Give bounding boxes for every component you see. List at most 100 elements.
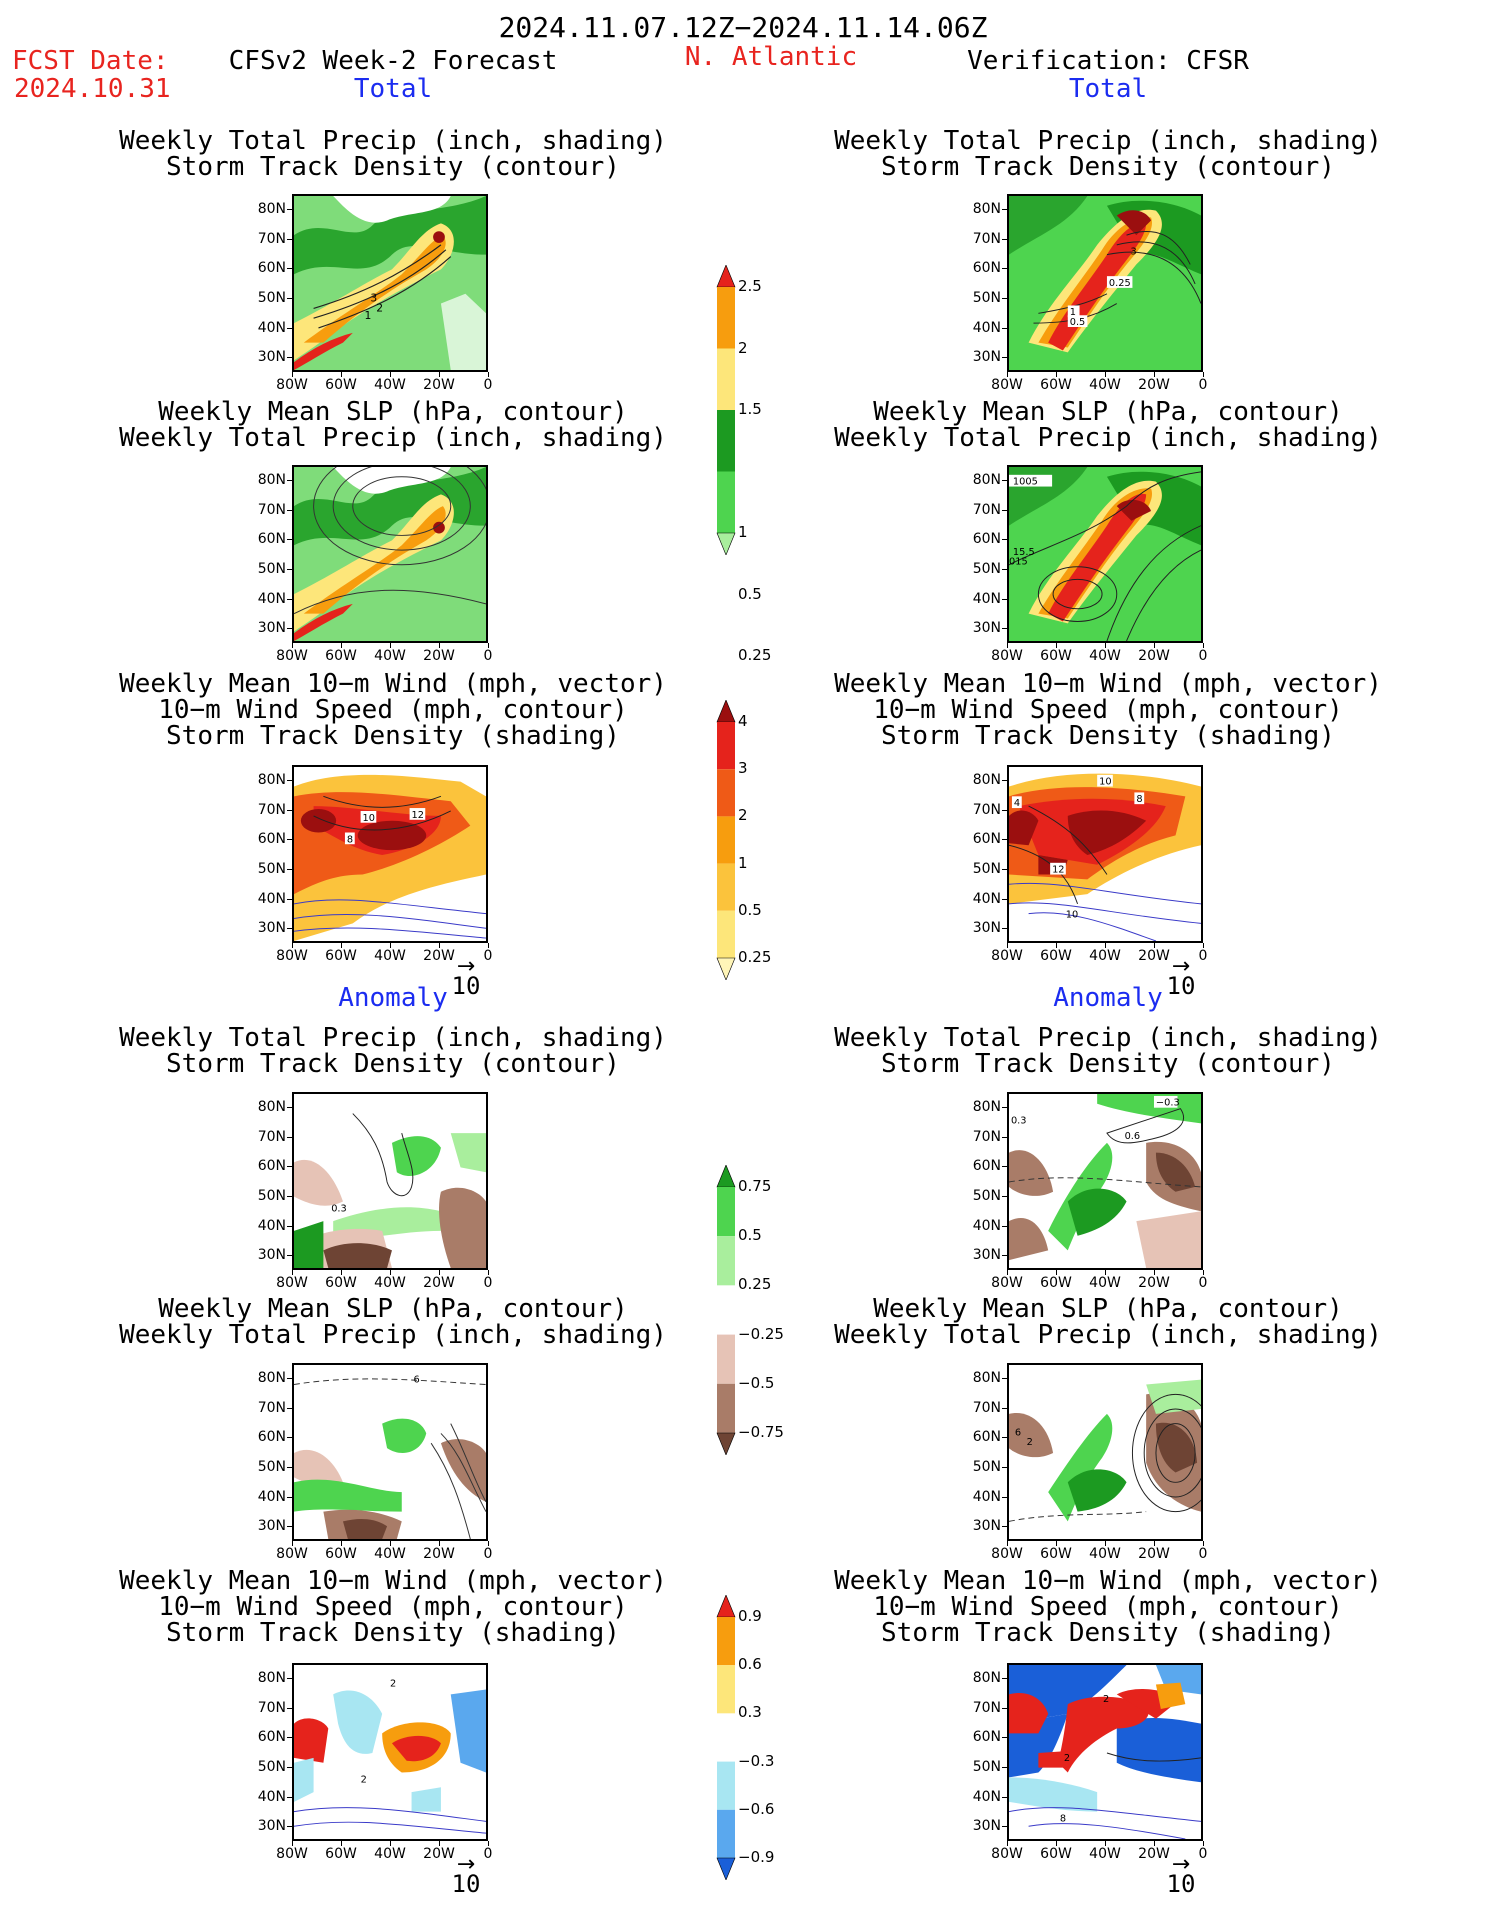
map-forecast-anom-slp-precip: 6 bbox=[292, 1363, 488, 1541]
lon-tick bbox=[1056, 1270, 1057, 1275]
colorbar-label: −0.3 bbox=[738, 1751, 775, 1770]
lat-tick-label: 60N bbox=[257, 1429, 286, 1446]
contour-label: 1 bbox=[1070, 307, 1076, 318]
lon-tick bbox=[439, 1270, 440, 1275]
lat-tick-label: 50N bbox=[972, 1458, 1001, 1475]
colorbar-segment bbox=[717, 1187, 735, 1237]
fcst-label: FCST Date: bbox=[12, 46, 169, 76]
colorbar-end bbox=[716, 700, 736, 723]
panel-title: Weekly Total Precip (inch, shading) Storm… bbox=[834, 126, 1382, 182]
fcst-date: 2024.10.31 bbox=[14, 74, 171, 104]
lat-tick bbox=[287, 598, 292, 600]
lat-tick bbox=[287, 898, 292, 900]
lon-tick-label: 80W bbox=[276, 377, 308, 393]
lon-tick bbox=[1154, 943, 1155, 948]
contour-label: 10 bbox=[1099, 777, 1111, 788]
lon-tick bbox=[390, 1541, 391, 1546]
lat-tick-label: 70N bbox=[972, 1399, 1001, 1416]
lat-tick-label: 60N bbox=[257, 260, 286, 277]
lon-tick bbox=[1154, 643, 1155, 648]
panel-title: Weekly Mean 10−m Wind (mph, vector) 10−m … bbox=[834, 1566, 1382, 1648]
lon-tick bbox=[439, 372, 440, 377]
lat-tick-label: 50N bbox=[257, 1758, 286, 1775]
contour-label: 0.3 bbox=[331, 1203, 347, 1214]
left-title: CFSv2 Week-2 Forecast bbox=[228, 46, 558, 76]
lon-tick-label: 0 bbox=[1198, 648, 1208, 664]
colorbar-segment bbox=[717, 1334, 735, 1384]
lon-tick bbox=[1203, 643, 1204, 648]
lat-tick-label: 30N bbox=[972, 349, 1001, 366]
panel-title: Weekly Mean 10−m Wind (mph, vector) 10−m … bbox=[119, 669, 667, 751]
colorbar-end bbox=[716, 1857, 736, 1880]
vector-reference: → 10 bbox=[1165, 1854, 1197, 1897]
right-anomaly-label: Anomaly bbox=[1053, 983, 1163, 1013]
lat-tick bbox=[1002, 539, 1007, 541]
colorbar-label: −0.5 bbox=[738, 1373, 775, 1392]
contour-label: 6 bbox=[1015, 1427, 1021, 1438]
colorbar-label: 1.5 bbox=[738, 400, 762, 418]
lat-tick-label: 40N bbox=[257, 890, 286, 907]
colorbar-segment bbox=[717, 910, 735, 958]
lon-tick-label: 20W bbox=[1138, 1846, 1170, 1862]
lat-tick-label: 50N bbox=[972, 289, 1001, 306]
lon-tick-label: 20W bbox=[423, 948, 455, 964]
vector-reference-value: 10 bbox=[1166, 972, 1196, 1000]
contour-label: 8 bbox=[347, 834, 353, 845]
map-forecast-slp-precip bbox=[292, 465, 488, 643]
lon-tick bbox=[292, 643, 293, 648]
lat-tick-label: 70N bbox=[257, 801, 286, 818]
lat-tick bbox=[1002, 1526, 1007, 1528]
contour-label: 015 bbox=[1009, 557, 1028, 568]
lat-tick bbox=[287, 868, 292, 870]
lat-tick-label: 80N bbox=[972, 771, 1001, 788]
contour-label: 15.5 bbox=[1013, 547, 1035, 558]
lat-tick bbox=[287, 268, 292, 270]
colorbar-label: 0.3 bbox=[738, 1703, 762, 1722]
panel-title: Weekly Mean SLP (hPa, contour) Weekly Tot… bbox=[834, 397, 1382, 453]
right-total-label: Total bbox=[1068, 74, 1148, 104]
lon-tick bbox=[488, 372, 489, 377]
colorbar-segment bbox=[717, 410, 735, 472]
contour-label: 0.6 bbox=[1125, 1131, 1141, 1142]
lat-tick bbox=[1002, 1826, 1007, 1828]
lon-tick bbox=[292, 372, 293, 377]
lon-tick bbox=[1007, 1541, 1008, 1546]
lon-tick-label: 60W bbox=[1040, 1546, 1072, 1562]
contour-label: 2 bbox=[376, 301, 383, 314]
lon-tick bbox=[341, 1541, 342, 1546]
lat-tick-label: 40N bbox=[257, 1788, 286, 1805]
map-verif-anom-precip-storm: −0.3 0.3 0.6 bbox=[1007, 1092, 1203, 1270]
lat-tick-label: 60N bbox=[257, 1729, 286, 1746]
map-verif-anom-slp-precip: 6 2 bbox=[1007, 1363, 1203, 1541]
lat-tick bbox=[1002, 1766, 1007, 1768]
lon-tick bbox=[1105, 372, 1106, 377]
map-forecast-wind-storm: 10 12 8 bbox=[292, 765, 488, 943]
lon-tick bbox=[1105, 1841, 1106, 1846]
lat-tick-label: 40N bbox=[257, 590, 286, 607]
lat-tick bbox=[1002, 327, 1007, 329]
lat-tick bbox=[287, 809, 292, 811]
lon-tick-label: 0 bbox=[483, 1275, 493, 1291]
lat-tick-label: 70N bbox=[257, 501, 286, 518]
map-forecast-anom-precip-storm: 0.3 bbox=[292, 1092, 488, 1270]
lon-tick-label: 60W bbox=[325, 648, 357, 664]
colorbar-end bbox=[716, 1165, 736, 1188]
colorbar-end bbox=[716, 532, 736, 555]
lat-tick bbox=[1002, 1737, 1007, 1739]
lon-tick bbox=[292, 943, 293, 948]
lat-tick bbox=[287, 1437, 292, 1439]
lat-tick bbox=[1002, 1195, 1007, 1197]
period-title: 2024.11.07.12Z−2024.11.14.06Z bbox=[498, 11, 988, 44]
lat-tick-label: 50N bbox=[972, 560, 1001, 577]
lon-tick bbox=[1056, 943, 1057, 948]
contour-label: 10 bbox=[1066, 910, 1078, 921]
lon-tick-label: 60W bbox=[325, 1846, 357, 1862]
colorbar-graphic bbox=[716, 265, 736, 555]
lon-tick bbox=[1154, 372, 1155, 377]
lat-tick bbox=[1002, 297, 1007, 299]
lon-tick-label: 40W bbox=[374, 648, 406, 664]
lat-tick bbox=[1002, 568, 1007, 570]
map-verif-anom-wind-storm: 2 2 8 bbox=[1007, 1663, 1203, 1841]
colorbar-precip-anom: 0.75 0.5 0.25 −0.25 −0.5 −0.75 bbox=[716, 1165, 796, 1455]
lat-tick bbox=[287, 1407, 292, 1409]
